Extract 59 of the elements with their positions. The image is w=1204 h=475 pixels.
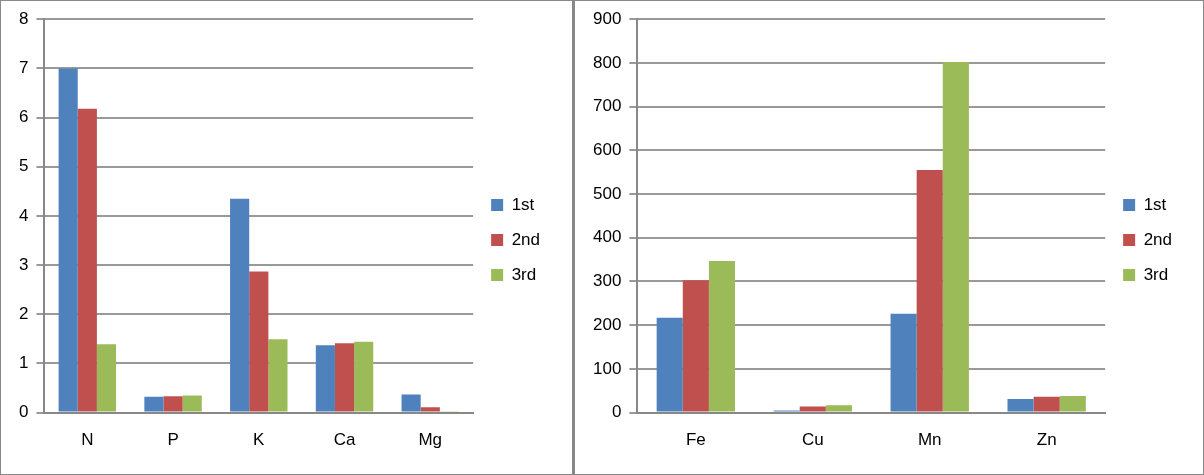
x-tick-label: Ca bbox=[333, 430, 356, 450]
y-tick-label: 300 bbox=[592, 271, 622, 291]
x-tick-label: Fe bbox=[685, 430, 706, 450]
bar bbox=[163, 396, 183, 412]
bar bbox=[1059, 395, 1086, 412]
y-tick-label: 7 bbox=[18, 58, 29, 78]
y-tick-label: 8 bbox=[18, 8, 29, 28]
bar bbox=[682, 280, 709, 412]
y-tick-label: 1 bbox=[18, 353, 29, 373]
x-tick-label: Mn bbox=[917, 430, 942, 450]
legend-label: 3rd bbox=[1143, 264, 1169, 284]
x-tick-label: K bbox=[253, 430, 266, 450]
x-tick-label: Cu bbox=[801, 430, 824, 450]
bar bbox=[334, 343, 355, 412]
y-tick-label: 5 bbox=[18, 156, 29, 176]
bar bbox=[249, 271, 269, 412]
y-tick-label: 0 bbox=[18, 402, 29, 422]
bar bbox=[942, 62, 969, 412]
bar bbox=[182, 395, 202, 412]
bar bbox=[799, 406, 826, 412]
x-tick-label: Zn bbox=[1036, 430, 1057, 450]
y-tick-label: 700 bbox=[592, 96, 622, 116]
x-tick-label: Mg bbox=[418, 430, 443, 450]
bar bbox=[1033, 396, 1060, 412]
y-tick-label: 600 bbox=[592, 140, 622, 160]
bar bbox=[268, 339, 288, 412]
legend-label: 2nd bbox=[511, 229, 541, 249]
bar bbox=[77, 108, 97, 412]
y-tick-label: 3 bbox=[18, 254, 29, 274]
bar bbox=[58, 68, 78, 412]
bar bbox=[230, 198, 250, 412]
legend-label: 3rd bbox=[511, 264, 537, 284]
bar bbox=[1007, 399, 1034, 412]
bar bbox=[96, 344, 117, 412]
bar bbox=[916, 170, 943, 412]
y-tick-label: 200 bbox=[592, 314, 622, 334]
legend-label: 1st bbox=[511, 194, 535, 214]
bar bbox=[354, 341, 374, 412]
bar bbox=[825, 405, 852, 412]
bar bbox=[656, 317, 683, 412]
y-tick-label: 500 bbox=[592, 183, 622, 203]
legend-label: 1st bbox=[1143, 194, 1167, 214]
y-tick-label: 800 bbox=[592, 52, 622, 72]
y-tick-label: 4 bbox=[18, 205, 29, 225]
y-tick-label: 2 bbox=[18, 303, 29, 323]
bar bbox=[144, 396, 164, 412]
bar bbox=[890, 313, 917, 412]
legend-label: 2nd bbox=[1143, 229, 1173, 249]
x-tick-label: N bbox=[81, 430, 94, 450]
bar bbox=[401, 394, 421, 412]
y-tick-label: 900 bbox=[592, 8, 622, 28]
y-tick-label: 0 bbox=[611, 402, 622, 422]
bar bbox=[708, 260, 736, 412]
bar bbox=[315, 345, 335, 412]
x-tick-label: P bbox=[167, 430, 179, 450]
y-tick-label: 100 bbox=[592, 358, 622, 378]
bar bbox=[420, 407, 440, 412]
y-tick-label: 6 bbox=[18, 107, 29, 127]
y-tick-label: 400 bbox=[592, 227, 622, 247]
